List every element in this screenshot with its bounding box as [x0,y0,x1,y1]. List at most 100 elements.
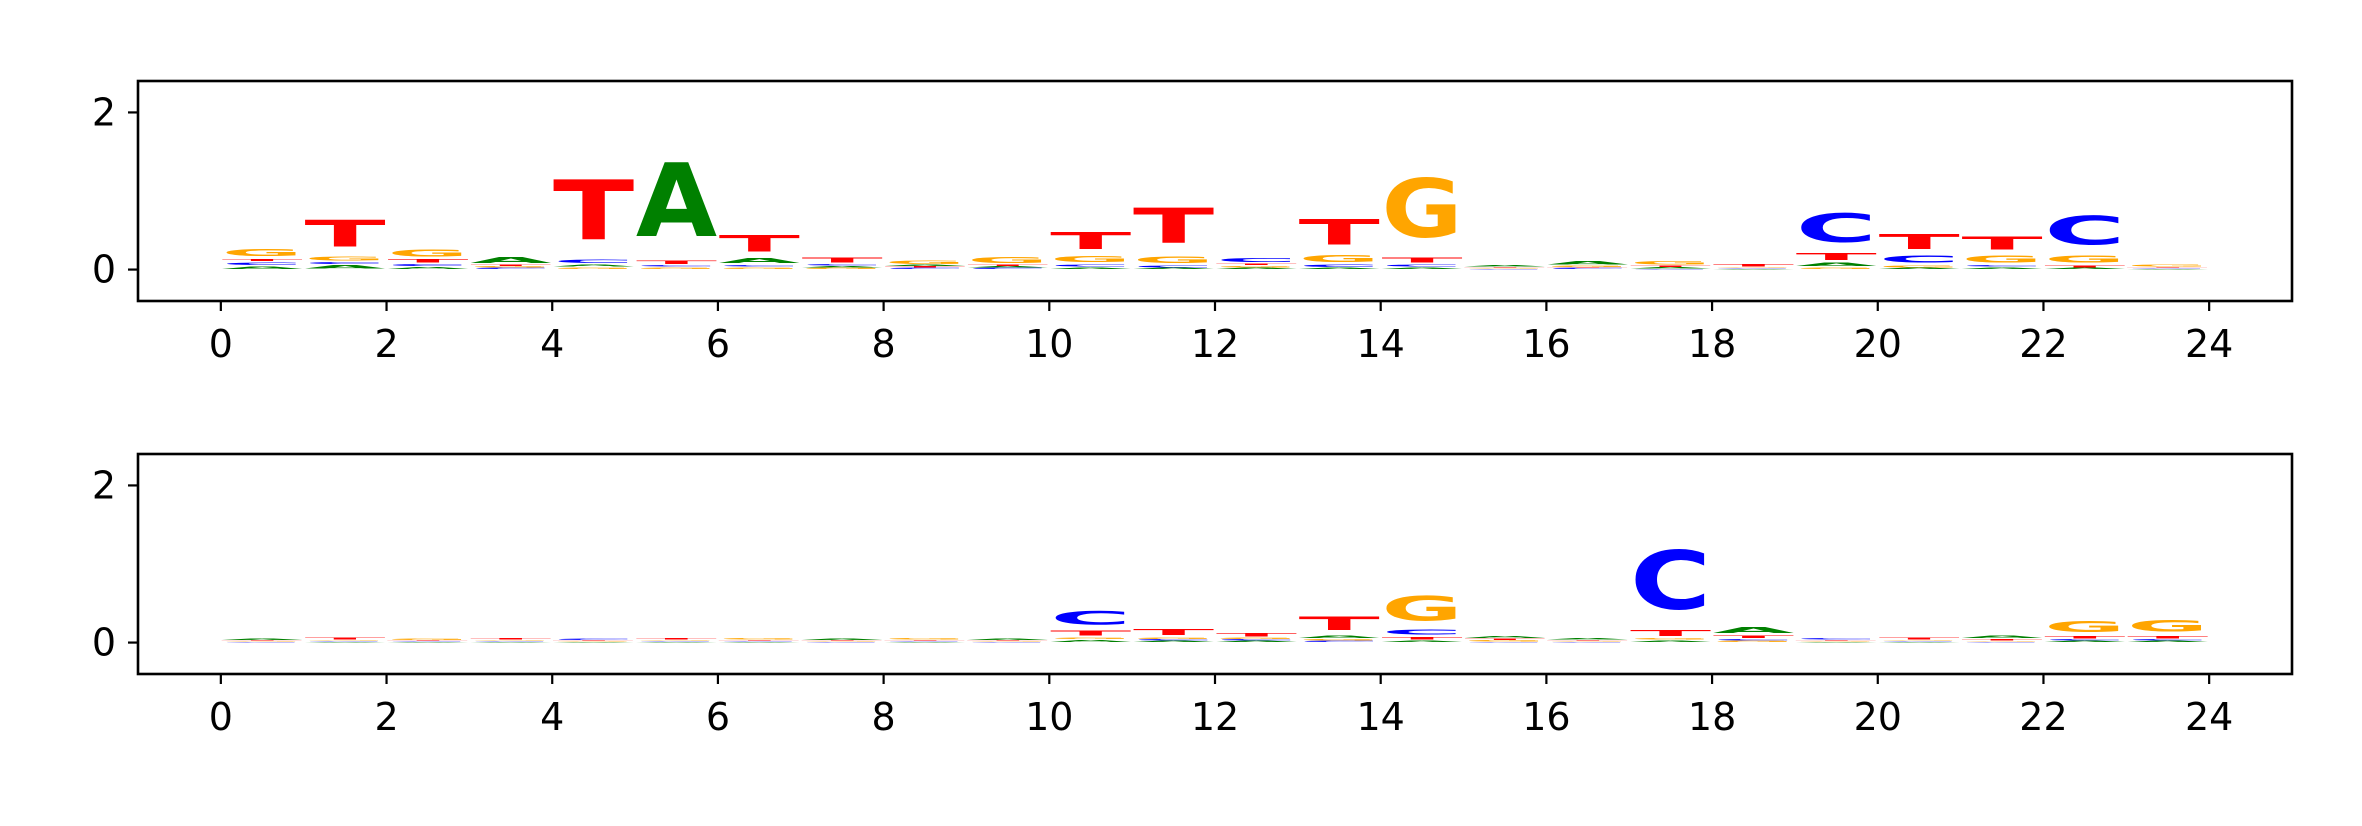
logo-letter-C-pos20: C [1879,641,1960,642]
logo-letter-A-pos23: A [2127,641,2209,643]
logo-letter-T-pos1: T [305,637,386,640]
logo-letter-A-pos20: A [1879,268,1961,270]
logo-letter-G-pos9: G [967,255,1048,264]
logo-letter-T-pos0: T [222,640,303,641]
logo-letter-T-pos10: T [1050,629,1132,637]
logo-letter-C-pos9: C [967,642,1048,643]
x-tick-label: 6 [706,695,730,739]
logo-letter-C-pos15: C [1464,642,1545,643]
logo-letter-G-pos6: G [719,267,800,269]
logo-letter-C-pos4: C [553,639,634,641]
logo-letter-T-pos21: T [1961,639,2042,641]
logo-letter-G-pos11: G [1133,637,1214,639]
y-tick-label: 0 [92,248,116,292]
logo-letter-G-pos7: G [802,641,883,642]
logo-letter-T-pos4: T [553,164,635,259]
logo-letter-G-pos14: G [1382,163,1463,257]
logo-letter-G-pos4: G [553,641,634,642]
x-tick-label: 2 [374,322,398,366]
logo-letter-C-pos17: C [1630,269,1711,270]
y-tick-label: 2 [92,463,116,507]
logo-letter-G-pos18: G [1713,267,1794,268]
logo-letter-C-pos8: C [884,641,965,642]
logo-letter-A-pos17: A [1630,640,1712,642]
x-tick-label: 4 [540,695,564,739]
logo-letter-A-pos0: A [222,639,304,641]
logo-letter-T-pos7: T [802,256,884,264]
logo-letter-C-pos3: C [470,641,551,642]
logo-letter-T-pos16: T [1547,267,1628,268]
logo-letter-G-pos5: G [636,640,717,641]
logo-letter-T-pos19: T [1796,640,1877,641]
logo-letter-G-pos14: G [1382,589,1463,628]
logo-letter-A-pos11: A [1133,268,1215,270]
x-tick-label: 0 [209,695,233,739]
logo-letter-C-pos21: C [1961,642,2042,643]
logo-letter-G-pos17: G [1630,260,1711,266]
logo-letter-C-pos7: C [802,264,883,266]
logo-letter-A-pos16: A [1547,638,1629,640]
logo-letter-T-pos2: T [387,640,468,641]
logo-letter-T-pos15: T [1464,639,1545,641]
logo-letter-C-pos1: C [305,262,386,265]
logo-letter-G-pos11: G [1133,255,1214,265]
logo-letter-C-pos10: C [1050,264,1131,267]
logo-letter-G-pos12: G [1216,266,1297,268]
logo-letter-G-pos8: G [884,638,965,640]
logo-letter-G-pos16: G [1547,641,1628,642]
logo-letter-A-pos16: A [1547,260,1629,266]
logo-letter-C-pos23: C [2127,268,2208,269]
logo-letter-T-pos9: T [967,265,1048,267]
logo-letter-C-pos13: C [1299,641,1380,643]
logo-letter-A-pos13: A [1299,635,1381,639]
logo-letter-C-pos12: C [1216,639,1297,641]
logo-letter-G-pos7: G [802,268,883,270]
logo-letter-T-pos20: T [1879,231,1960,254]
logo-letter-T-pos19: T [1796,252,1878,263]
logo-letter-C-pos2: C [387,641,468,642]
logo-letter-G-pos1: G [305,255,386,261]
logo-letter-A-pos2: A [387,642,469,643]
logo-letter-T-pos14: T [1382,256,1464,264]
logo-letter-G-pos2: G [387,639,468,641]
logo-letter-T-pos20: T [1879,637,1960,640]
x-tick-label: 4 [540,322,564,366]
logo-letter-T-pos16: T [1547,640,1628,641]
x-tick-label: 8 [872,695,896,739]
logo-letter-G-pos1: G [305,640,386,641]
logo-letter-G-pos19: G [1796,267,1877,269]
logo-letter-G-pos13: G [1299,253,1380,264]
logo-letter-T-pos15: T [1464,267,1545,268]
x-tick-label: 20 [1854,322,1902,366]
x-tick-label: 18 [1688,695,1736,739]
logo-letter-A-pos11: A [1133,641,1215,643]
logo-letter-C-pos2: C [387,263,468,266]
logo-letter-G-pos0: G [222,247,303,259]
logo-letter-C-pos13: C [1299,264,1380,268]
x-tick-label: 14 [1357,322,1405,366]
logo-letter-A-pos18: A [1713,269,1795,270]
x-tick-label: 12 [1191,695,1239,739]
x-tick-label: 22 [2019,322,2067,366]
x-tick-label: 24 [2185,322,2233,366]
logo-letter-T-pos9: T [967,640,1048,641]
logo-letter-T-pos6: T [719,640,800,641]
logo-letter-T-pos21: T [1961,234,2042,254]
logo-letter-A-pos1: A [305,265,387,270]
logo-letter-C-pos22: C [2044,639,2125,641]
logo-letter-G-pos13: G [1299,639,1380,641]
logo-letter-C-pos19: C [1796,206,1877,252]
logo-letter-T-pos8: T [884,640,965,641]
x-tick-label: 16 [1522,695,1570,739]
logo-panel-bottom: CGTAACGTACTGACGTAGTCACGTACTGCGTAACTGCGTA… [92,452,2294,739]
x-tick-label: 10 [1025,695,1073,739]
logo-letter-A-pos9: A [967,639,1049,641]
logo-letter-A-pos17: A [1630,267,1712,269]
logo-letter-G-pos20: G [1879,640,1960,641]
logo-letter-C-pos7: C [802,642,883,643]
logo-letter-A-pos6: A [719,257,801,265]
logo-letter-T-pos14: T [1382,636,1463,640]
logo-letter-G-pos2: G [387,248,468,259]
logo-letter-T-pos12: T [1216,263,1297,265]
